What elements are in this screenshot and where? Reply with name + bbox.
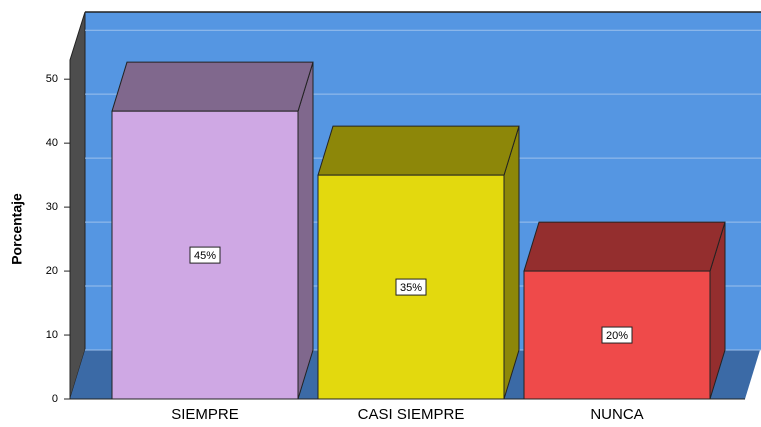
bar-side: [297, 62, 314, 400]
y-tick-label: 10: [46, 329, 58, 341]
y-tick-label: 30: [46, 201, 58, 213]
value-label: 35%: [400, 282, 422, 294]
value-label: 20%: [606, 330, 628, 342]
x-tick-label: CASI SIEMPRE: [358, 406, 465, 423]
y-axis-label: Porcentaje: [9, 193, 25, 265]
value-label-box: [601, 326, 633, 344]
y-tick-label: 0: [52, 393, 58, 405]
value-label-box: [189, 246, 221, 264]
value-label: 45%: [194, 250, 216, 262]
x-tick-label: SIEMPRE: [171, 406, 239, 423]
bar-top: [317, 125, 520, 176]
bar-top: [111, 61, 314, 112]
y-tick-label: 50: [46, 73, 58, 85]
y-tick-label: 20: [46, 265, 58, 277]
x-tick-label: NUNCA: [590, 406, 643, 423]
left-wall: [69, 11, 86, 400]
value-label-box: [395, 278, 427, 296]
bars: 45% 35% 20%: [111, 61, 726, 400]
y-tick-label: 40: [46, 137, 58, 149]
bar-top: [523, 221, 726, 272]
